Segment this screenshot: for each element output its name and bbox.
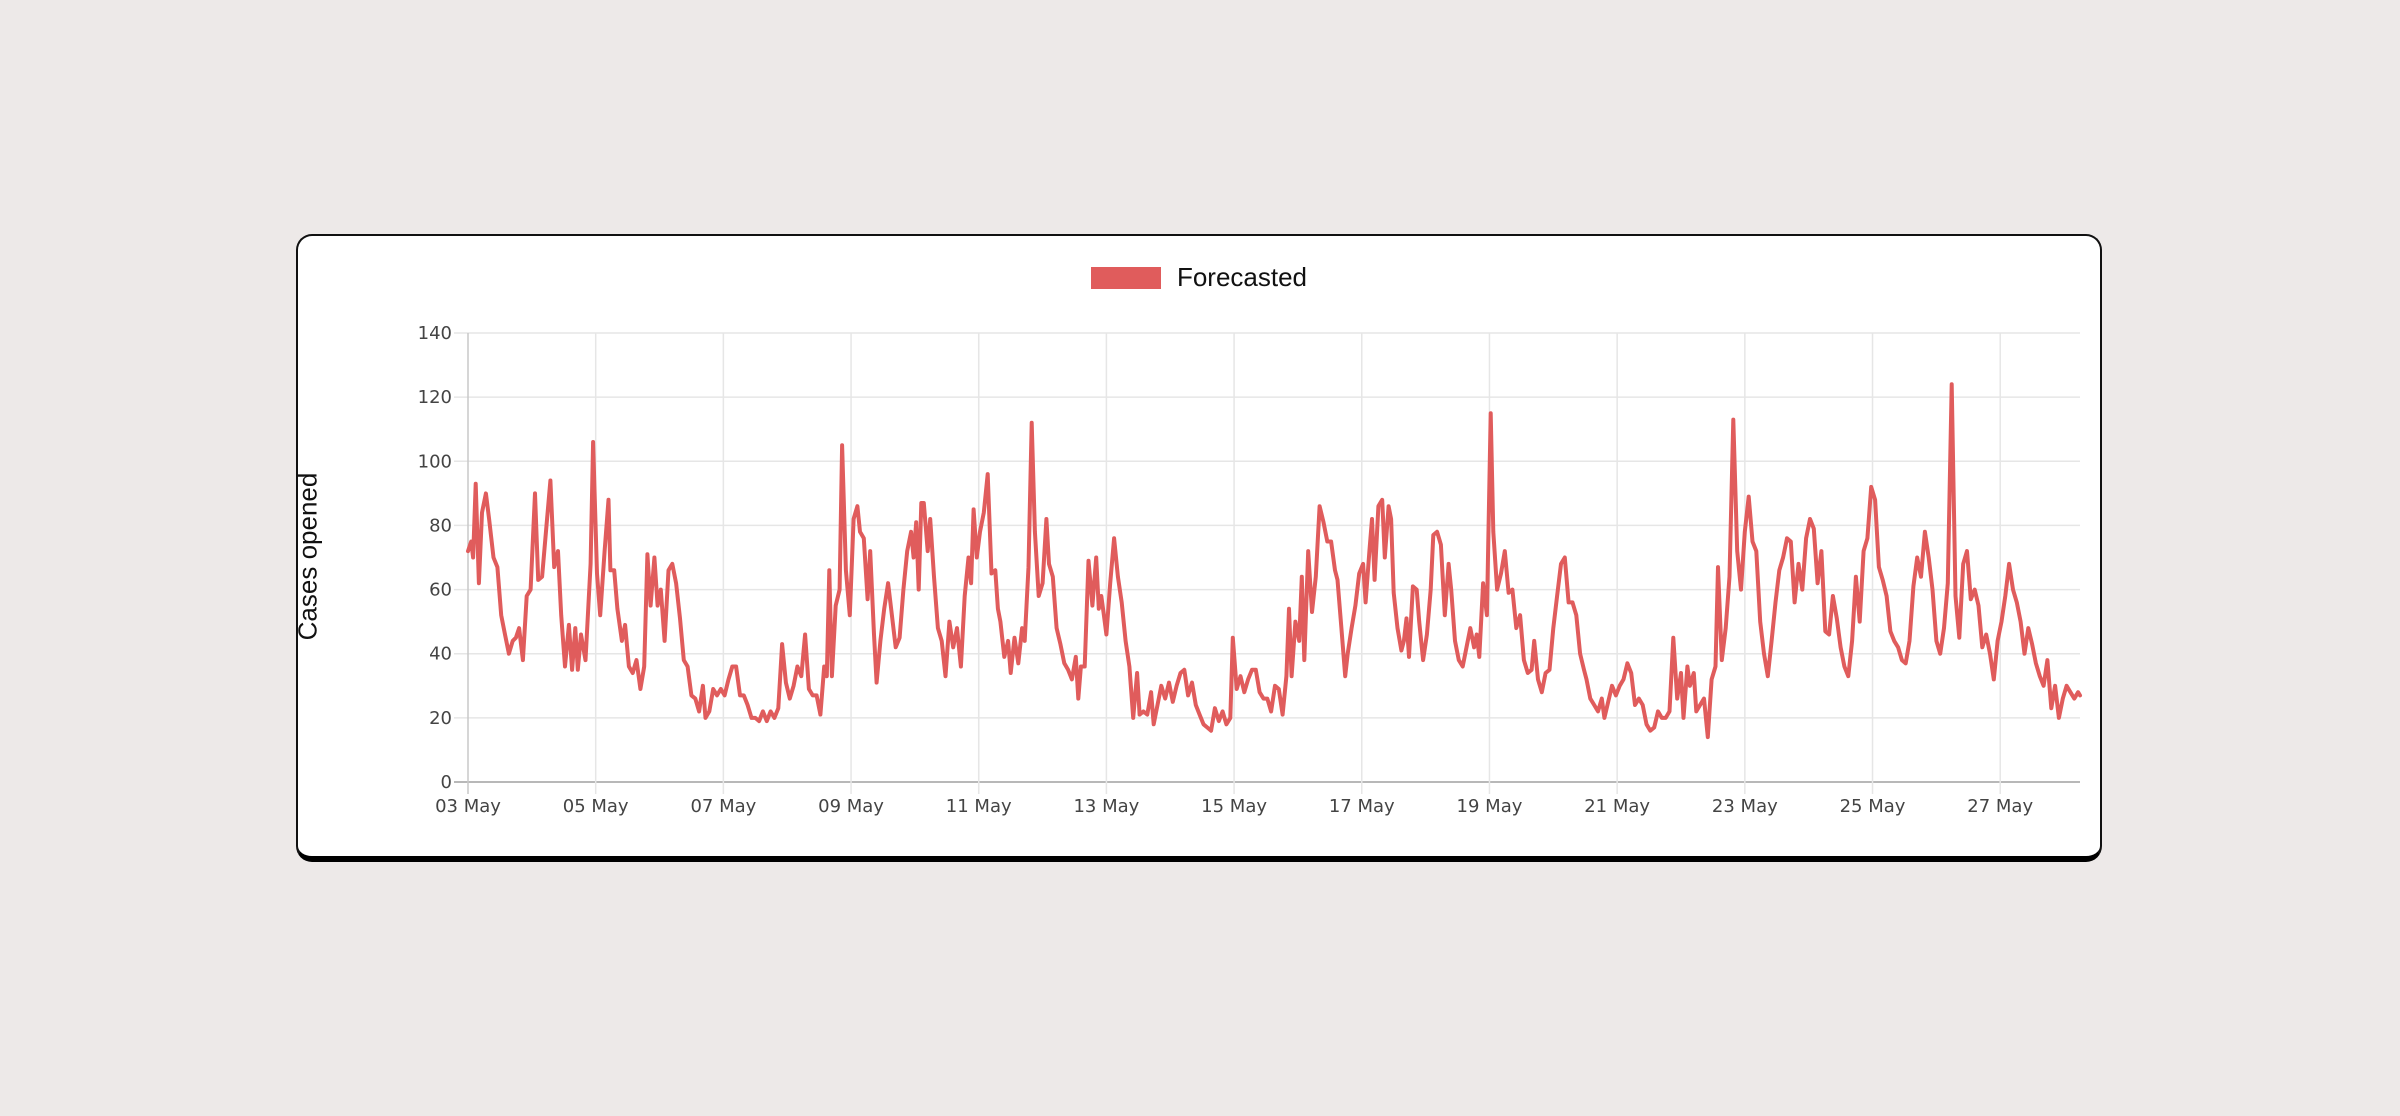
line-chart: 0 20 40 60 80 100 120 140 03 May 05 May 07 May 09 M… [418,323,2082,817]
x-tick-label: 21 May [1584,796,1650,817]
y-tick-label: 20 [429,708,452,729]
x-tick-label: 05 May [563,796,629,817]
y-tick-label: 60 [429,580,452,601]
y-tick-label: 100 [418,451,452,472]
x-tick-label: 11 May [946,796,1012,817]
series-line-forecasted[interactable] [466,382,2082,740]
y-tick-label: 0 [441,772,452,793]
y-tick-label: 40 [429,644,452,665]
legend-label-forecasted[interactable]: Forecasted [1176,262,1308,292]
x-tick-label: 27 May [1967,796,2033,817]
legend[interactable]: Forecasted [298,262,2100,293]
x-tick-label: 15 May [1201,796,1267,817]
x-tick-label: 03 May [435,796,501,817]
chart-card: Forecasted Cases opened 0 20 40 60 80 100 120 1… [293,234,2102,862]
y-tick-label: 120 [418,387,452,408]
legend-swatch-forecasted[interactable] [1090,266,1161,289]
y-tick-label: 80 [429,515,452,536]
y-tick-label: 140 [418,323,452,344]
x-tick-label: 19 May [1457,796,1523,817]
x-tick-label: 09 May [818,796,884,817]
x-tick-label: 23 May [1712,796,1778,817]
x-tick-label: 13 May [1073,796,1139,817]
x-tick-label: 17 May [1329,796,1395,817]
x-tick-label: 25 May [1840,796,1906,817]
x-tick-label: 07 May [690,796,756,817]
